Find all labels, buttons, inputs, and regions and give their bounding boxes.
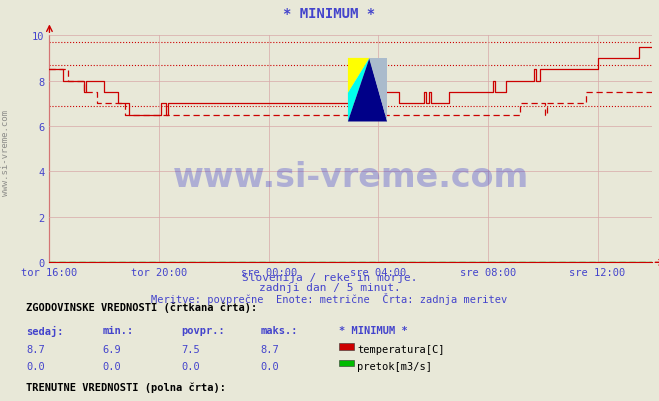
Text: maks.:: maks.:	[260, 325, 298, 335]
Text: temperatura[C]: temperatura[C]	[357, 344, 445, 354]
Text: zadnji dan / 5 minut.: zadnji dan / 5 minut.	[258, 282, 401, 292]
Text: sedaj:: sedaj:	[26, 325, 64, 336]
Text: 0.0: 0.0	[260, 361, 279, 371]
Text: 0.0: 0.0	[26, 361, 45, 371]
Text: ZGODOVINSKE VREDNOSTI (črtkana črta):: ZGODOVINSKE VREDNOSTI (črtkana črta):	[26, 302, 258, 312]
Text: * MINIMUM *: * MINIMUM *	[339, 325, 408, 335]
Text: TRENUTNE VREDNOSTI (polna črta):: TRENUTNE VREDNOSTI (polna črta):	[26, 382, 226, 392]
Text: 0.0: 0.0	[102, 361, 121, 371]
Text: 8.7: 8.7	[260, 344, 279, 354]
Text: povpr.:: povpr.:	[181, 325, 225, 335]
Text: Slovenija / reke in morje.: Slovenija / reke in morje.	[242, 272, 417, 282]
Text: 8.7: 8.7	[26, 344, 45, 354]
Text: www.si-vreme.com: www.si-vreme.com	[1, 109, 10, 195]
Text: 6.9: 6.9	[102, 344, 121, 354]
Text: Meritve: povprečne  Enote: metrične  Črta: zadnja meritev: Meritve: povprečne Enote: metrične Črta:…	[152, 293, 507, 305]
Text: pretok[m3/s]: pretok[m3/s]	[357, 361, 432, 371]
Text: 0.0: 0.0	[181, 361, 200, 371]
Text: 7.5: 7.5	[181, 344, 200, 354]
Text: * MINIMUM *: * MINIMUM *	[283, 7, 376, 21]
Text: www.si-vreme.com: www.si-vreme.com	[173, 160, 529, 193]
Text: min.:: min.:	[102, 325, 133, 335]
